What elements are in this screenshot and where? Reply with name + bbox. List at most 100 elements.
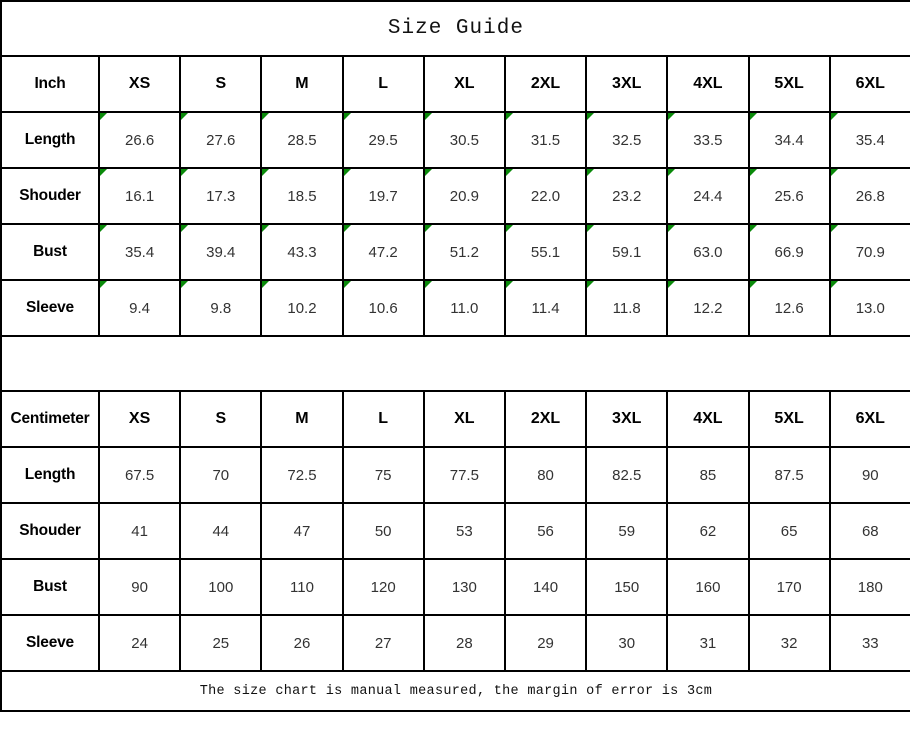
size-value: 9.4	[129, 299, 151, 317]
size-value-cell: 47.2	[341, 223, 425, 281]
green-triangle-icon	[588, 226, 595, 232]
size-value-cell: 13.0	[828, 279, 910, 337]
size-value: 90	[131, 578, 148, 596]
measurement-row: Shouder 41 44 47 50 53 56 59 62 65 68	[0, 502, 910, 560]
green-triangle-icon	[506, 114, 513, 120]
green-triangle-icon	[831, 170, 838, 176]
measurement-row: Bust 35.4 39.4 43.3 47.2 51.2 55.1 59.1 63.0 66.9…	[0, 223, 910, 281]
size-value-cell: 63.0	[666, 223, 750, 281]
size-value: 72.5	[287, 466, 317, 484]
green-triangle-icon	[182, 226, 189, 232]
size-value: 82.5	[612, 466, 642, 484]
green-triangle-icon	[669, 114, 676, 120]
table-gap-spacer	[0, 335, 910, 392]
size-value: 9.8	[210, 299, 232, 317]
size-value-cell: 26.6	[97, 111, 182, 169]
size-value: 10.2	[287, 299, 317, 317]
size-value-cell: 70.9	[828, 223, 910, 281]
size-column-header: 5XL	[747, 55, 831, 113]
size-value-cell: 20.9	[422, 167, 506, 225]
size-value: 75	[374, 466, 392, 484]
size-value: 33.5	[693, 131, 723, 149]
size-value: 26	[293, 634, 311, 652]
size-value: 55.1	[530, 243, 561, 261]
green-triangle-icon	[101, 226, 107, 232]
green-triangle-icon	[182, 282, 189, 288]
size-value-cell: 29.5	[341, 111, 425, 169]
size-value: 150	[614, 578, 640, 596]
size-value: 11.4	[531, 299, 560, 317]
size-value-cell: 56	[503, 502, 588, 560]
size-value-cell: 87.5	[747, 446, 831, 504]
size-value: 100	[208, 578, 234, 596]
size-value: 18.5	[287, 187, 317, 205]
size-value: 65	[780, 522, 798, 540]
measurement-row: Shouder 16.1 17.3 18.5 19.7 20.9 22.0 23.2 24.4 2…	[0, 167, 910, 225]
size-value: 59	[618, 522, 636, 540]
green-triangle-icon	[263, 226, 270, 232]
row-label: Bust	[0, 223, 100, 281]
size-value: 25	[212, 634, 230, 652]
size-value-cell: 32.5	[585, 111, 669, 169]
size-value: 35.4	[855, 131, 885, 149]
green-triangle-icon	[425, 170, 432, 176]
size-value-cell: 19.7	[341, 167, 425, 225]
size-value-cell: 75	[341, 446, 425, 504]
size-value: 41	[131, 522, 148, 540]
size-value: 27.6	[206, 131, 236, 149]
size-value-cell: 53	[422, 502, 506, 560]
row-label: Length	[0, 111, 100, 169]
size-value: 35.4	[124, 243, 155, 261]
size-column-header: L	[341, 55, 425, 113]
size-column-header: S	[179, 390, 263, 448]
size-value: 44	[212, 522, 230, 540]
size-value-cell: 62	[666, 502, 750, 560]
measurement-disclaimer: The size chart is manual measured, the m…	[0, 670, 910, 712]
size-column-header: XS	[97, 390, 182, 448]
size-value: 34.4	[774, 131, 804, 149]
size-value-cell: 47	[260, 502, 344, 560]
green-triangle-icon	[831, 282, 838, 288]
size-value-cell: 9.8	[179, 279, 263, 337]
green-triangle-icon	[831, 226, 838, 232]
size-column-header: 3XL	[585, 55, 669, 113]
size-value: 31.5	[530, 131, 561, 149]
size-value: 29	[537, 634, 554, 652]
green-triangle-icon	[669, 282, 676, 288]
size-value: 31	[699, 634, 717, 652]
size-value: 180	[857, 578, 883, 596]
row-label: Sleeve	[0, 279, 100, 337]
size-value: 68	[861, 522, 879, 540]
size-value-cell: 50	[341, 502, 425, 560]
green-triangle-icon	[831, 114, 838, 120]
size-column-header: M	[260, 55, 344, 113]
size-value-cell: 160	[666, 558, 750, 616]
size-value: 47.2	[368, 243, 398, 261]
footer-row: The size chart is manual measured, the m…	[0, 670, 910, 712]
size-column-header: 2XL	[503, 390, 588, 448]
green-triangle-icon	[506, 226, 513, 232]
green-triangle-icon	[588, 170, 595, 176]
size-value-cell: 82.5	[585, 446, 669, 504]
size-value: 24.4	[693, 187, 723, 205]
green-triangle-icon	[750, 282, 757, 288]
size-value-cell: 30	[585, 614, 669, 672]
size-value-cell: 67.5	[97, 446, 182, 504]
size-value-cell: 25.6	[747, 167, 831, 225]
size-value: 11.0	[450, 299, 479, 317]
green-triangle-icon	[425, 226, 432, 232]
size-value-cell: 41	[97, 502, 182, 560]
page-title: Size Guide	[0, 0, 910, 57]
size-value: 160	[695, 578, 721, 596]
green-triangle-icon	[425, 114, 432, 120]
green-triangle-icon	[344, 170, 351, 176]
size-value-cell: 43.3	[260, 223, 344, 281]
green-triangle-icon	[750, 226, 757, 232]
green-triangle-icon	[588, 282, 595, 288]
green-triangle-icon	[182, 114, 189, 120]
size-value: 17.3	[206, 187, 236, 205]
size-value-cell: 18.5	[260, 167, 344, 225]
size-value-cell: 34.4	[747, 111, 831, 169]
size-value: 90	[861, 466, 879, 484]
size-column-header: L	[341, 390, 425, 448]
